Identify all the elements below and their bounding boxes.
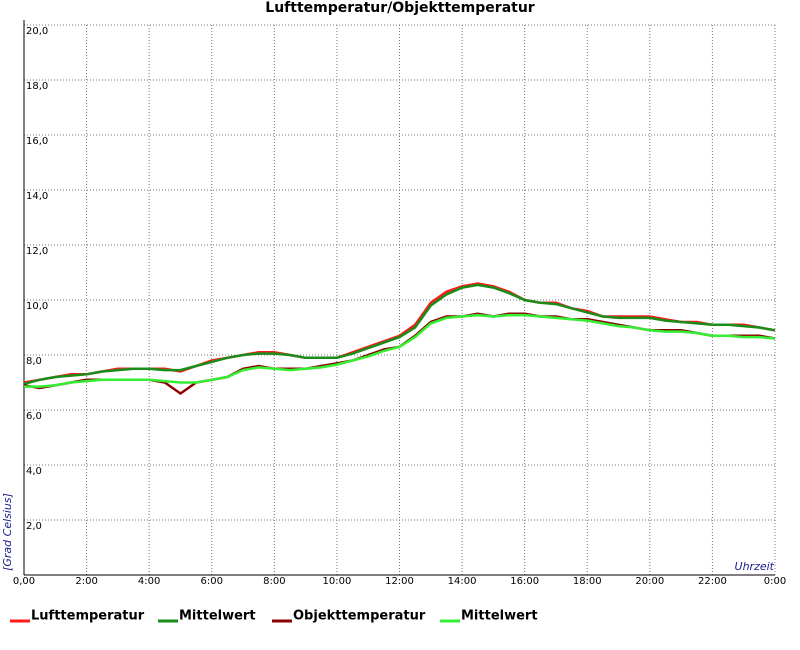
- y-tick-label: 2,0: [26, 521, 42, 532]
- x-axis-label: Uhrzeit: [735, 560, 775, 573]
- legend-label: Lufttemperatur: [31, 609, 145, 624]
- x-tick-label: 16:00: [510, 576, 539, 587]
- y-tick-label: 4,0: [26, 466, 42, 477]
- legend-label: Mittelwert: [179, 609, 256, 624]
- chart-title: Lufttemperatur/Objekttemperatur: [265, 0, 535, 16]
- x-tick-label: 6:00: [201, 576, 223, 587]
- y-tick-label: 16,0: [26, 136, 48, 147]
- series-line: [24, 313, 776, 388]
- y-tick-label: 8,0: [26, 356, 42, 367]
- x-tick-label: 2:00: [75, 576, 97, 587]
- x-tick-label: 18:00: [573, 576, 602, 587]
- y-tick-label: 18,0: [26, 81, 48, 92]
- x-tick-label: 0:00: [764, 576, 786, 587]
- x-tick-label: 14:00: [448, 576, 477, 587]
- series-line: [23, 283, 776, 386]
- x-tick-label: 12:00: [385, 576, 414, 587]
- legend-label: Objekttemperatur: [293, 609, 426, 624]
- y-axis-label: [Grad Celsius]: [1, 493, 14, 571]
- y-tick-label: 12,0: [26, 246, 48, 257]
- x-tick-label: 8:00: [263, 576, 285, 587]
- y-tick-label: 6,0: [26, 411, 42, 422]
- x-tick-label: 0,00: [13, 576, 35, 587]
- legend-label: Mittelwert: [461, 609, 538, 624]
- x-tick-label: 22:00: [698, 576, 727, 587]
- x-tick-label: 10:00: [323, 576, 352, 587]
- x-tick-label: 4:00: [138, 576, 160, 587]
- x-tick-label: 20:00: [635, 576, 664, 587]
- y-tick-label: 20,0: [26, 26, 48, 37]
- y-tick-label: 14,0: [26, 191, 48, 202]
- y-tick-label: 10,0: [26, 301, 48, 312]
